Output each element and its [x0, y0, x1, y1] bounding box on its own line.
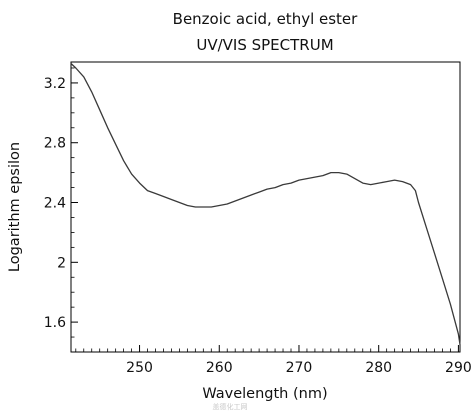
watermark: 盖德化工网	[213, 402, 248, 411]
chart-title: Benzoic acid, ethyl ester	[173, 10, 359, 28]
minor-ticks	[71, 67, 451, 352]
x-tick-label: 250	[126, 360, 153, 376]
x-tick-label: 290	[445, 360, 472, 376]
x-tick-label: 270	[286, 360, 313, 376]
x-tick-label: 280	[365, 360, 392, 376]
major-ticks	[71, 82, 459, 352]
y-tick-label: 2.4	[44, 196, 66, 212]
y-tick-labels: 1.6 2 2.4 2.8 3.2	[44, 76, 66, 331]
chart-subtitle: UV/VIS SPECTRUM	[196, 36, 333, 54]
y-axis-label: Logarithm epsilon	[7, 142, 23, 272]
x-tick-labels: 250 260 270 280 290	[126, 360, 472, 376]
x-tick-label: 260	[206, 360, 233, 376]
y-tick-label: 2.8	[44, 136, 66, 152]
y-tick-label: 1.6	[44, 315, 66, 331]
y-tick-label: 2	[57, 255, 66, 271]
y-tick-label: 3.2	[44, 76, 66, 92]
x-axis-label: Wavelength (nm)	[202, 386, 327, 402]
series-line	[70, 63, 461, 345]
plot-border	[70, 61, 461, 353]
plot-area	[70, 61, 461, 353]
